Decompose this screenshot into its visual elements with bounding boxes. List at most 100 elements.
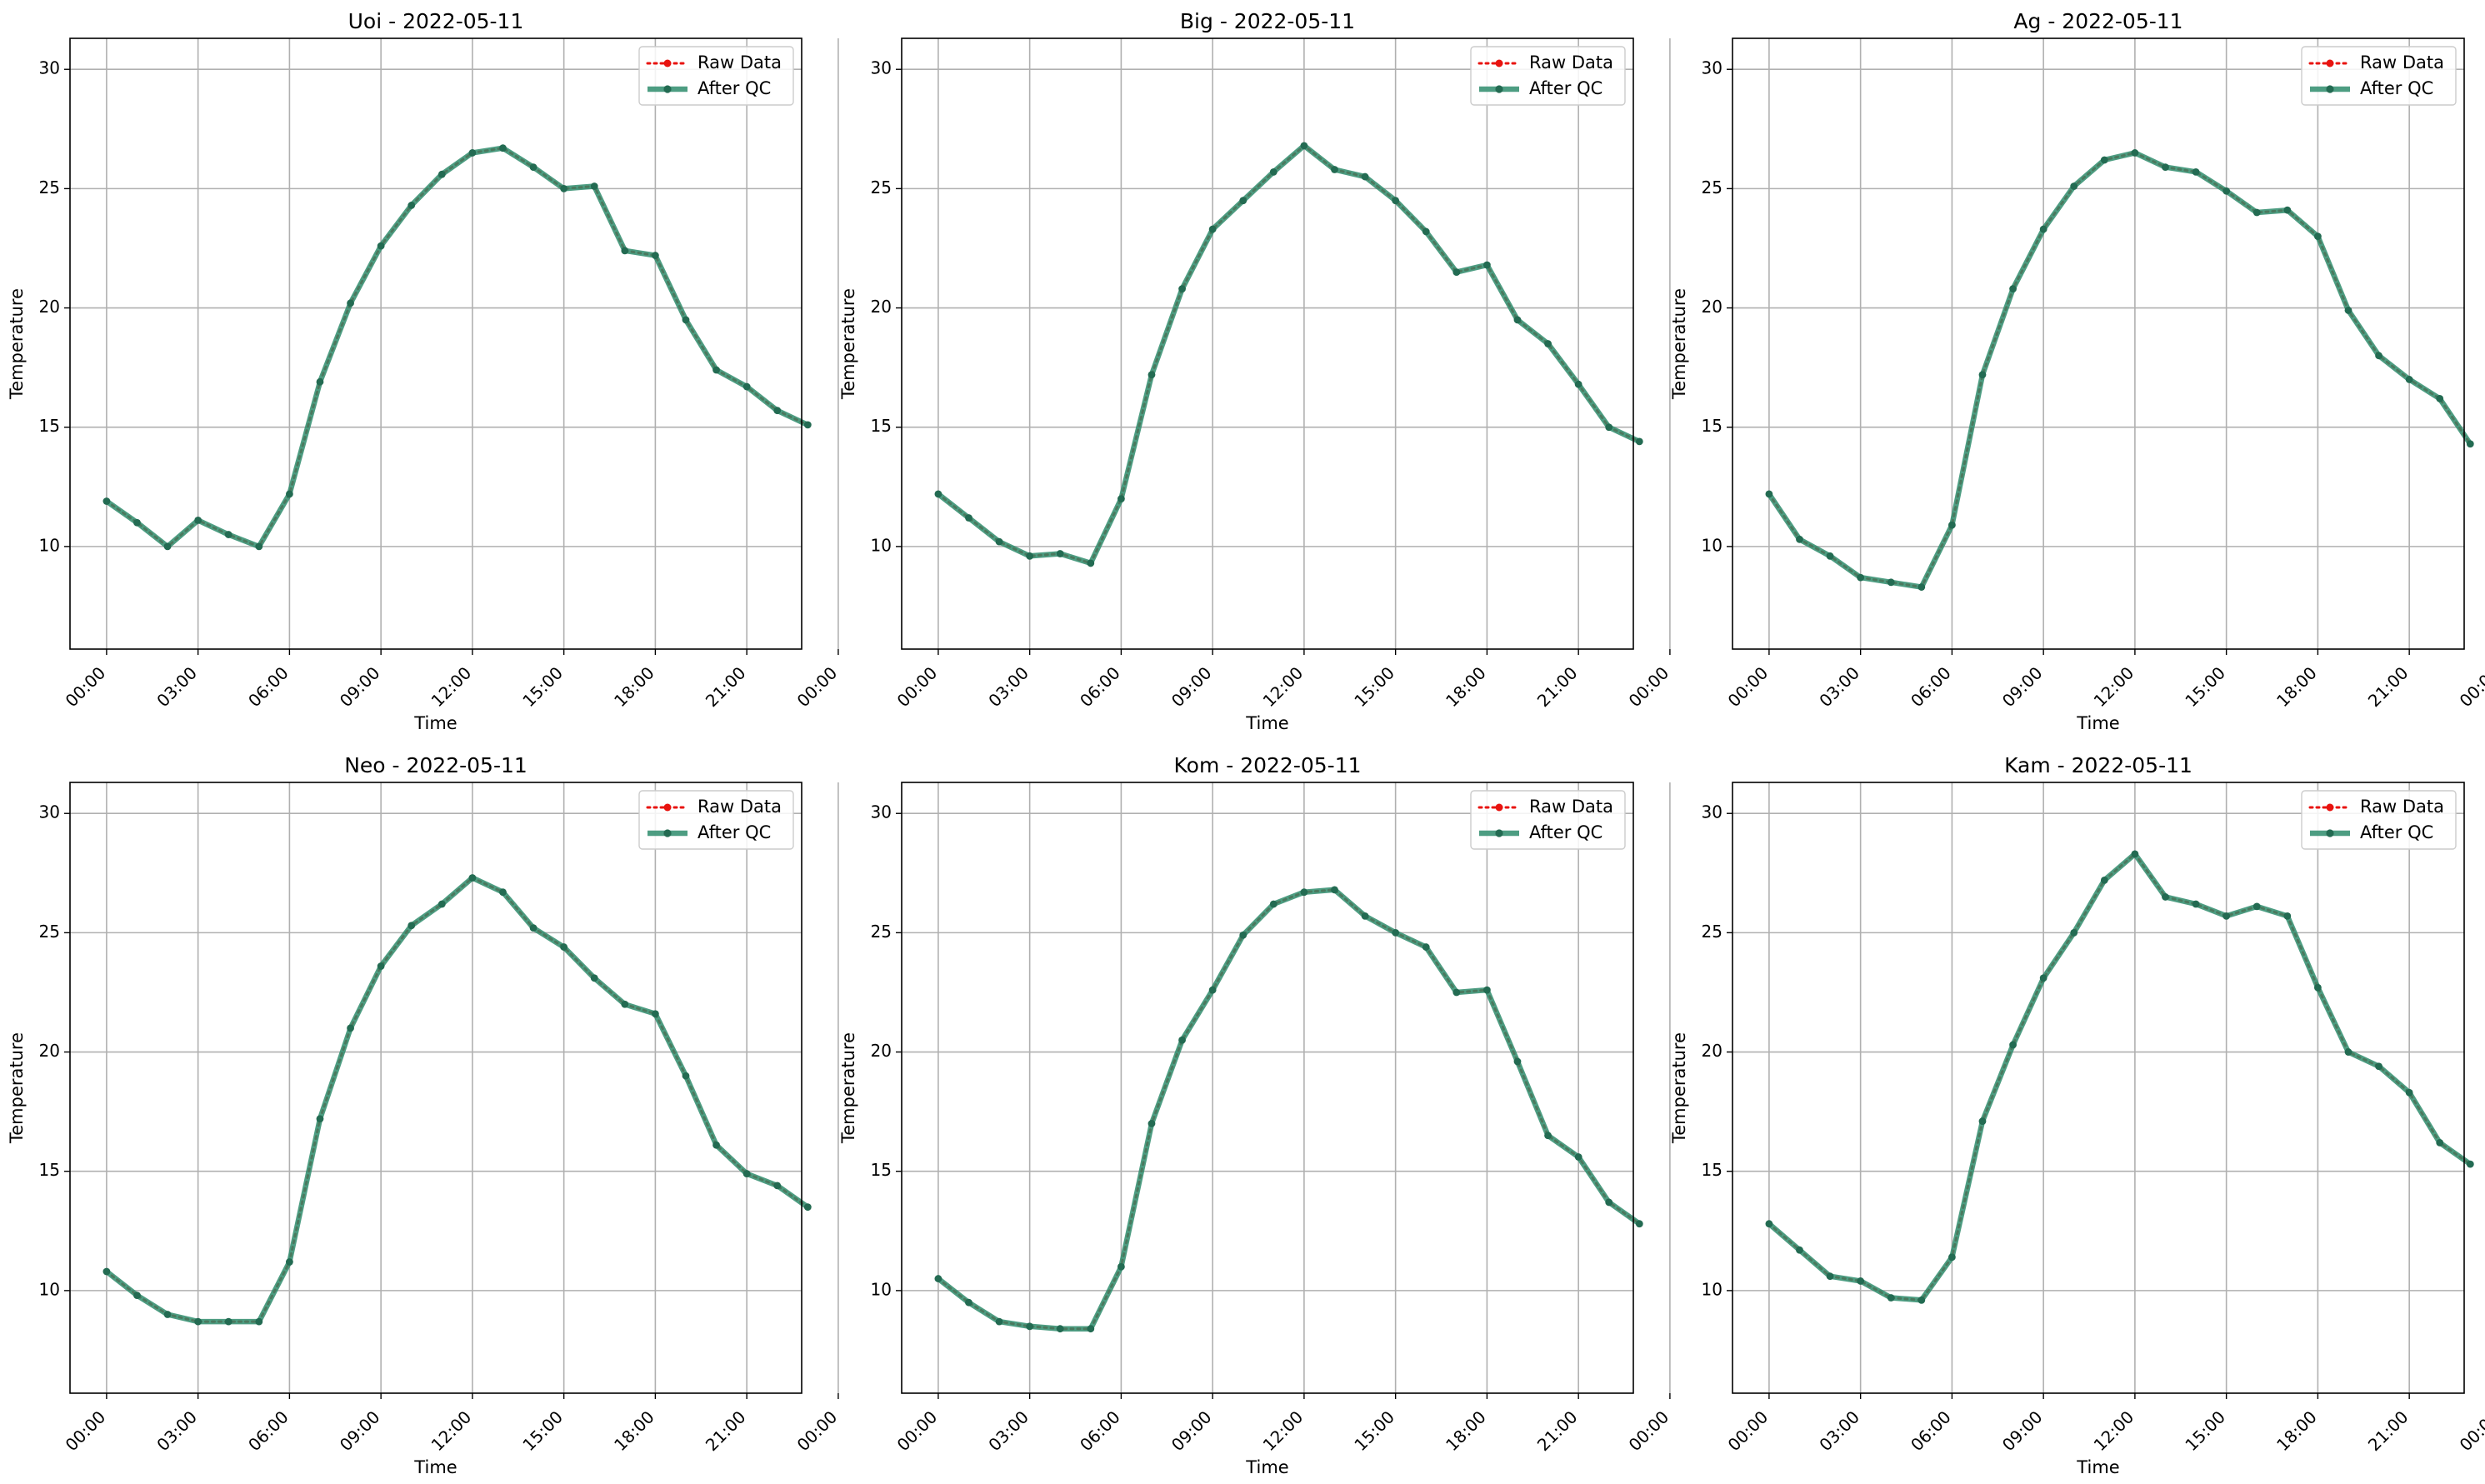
after-qc-point xyxy=(712,366,720,374)
after-qc-point xyxy=(965,514,972,522)
y-tick-label: 15 xyxy=(871,416,892,436)
after-qc-point xyxy=(712,1141,720,1149)
y-axis-label: Temperature xyxy=(838,1032,858,1144)
after-qc-point xyxy=(1857,1277,1865,1285)
after-qc-point xyxy=(1452,268,1461,277)
series-after-qc-line xyxy=(103,145,811,550)
legend-raw-marker xyxy=(2326,59,2334,67)
x-tick-label: 21:00 xyxy=(702,662,750,711)
after-qc-point xyxy=(560,184,568,192)
after-qc-point xyxy=(224,531,232,538)
after-qc-point xyxy=(1544,1132,1552,1140)
after-qc-point xyxy=(1826,1272,1834,1281)
after-qc-point xyxy=(1452,988,1461,997)
after-qc-point xyxy=(1948,521,1956,529)
panel-title: Neo - 2022-05-11 xyxy=(344,753,528,777)
x-tick-label: 12:00 xyxy=(2090,662,2138,711)
x-tick-label: 15:00 xyxy=(1350,1407,1398,1455)
x-tick-label: 21:00 xyxy=(2364,1407,2412,1455)
panel-title: Ag - 2022-05-11 xyxy=(2013,9,2182,33)
after-qc-point xyxy=(438,900,446,908)
x-tick-label: 18:00 xyxy=(1442,1407,1490,1455)
legend: Raw Data After QC xyxy=(1470,46,1626,106)
x-axis-label: Time xyxy=(2076,1457,2119,1477)
y-tick-label: 25 xyxy=(1702,177,1722,197)
y-tick-label: 30 xyxy=(1702,802,1722,822)
y-tick-label: 30 xyxy=(39,58,60,78)
legend-qc-label: After QC xyxy=(2360,822,2433,842)
legend-raw-label: Raw Data xyxy=(1529,52,1613,72)
after-qc-point xyxy=(468,149,477,157)
x-tick-label: 00:00 xyxy=(893,1407,942,1455)
after-qc-point xyxy=(2162,163,2169,172)
after-qc-point xyxy=(1635,437,1643,446)
legend-raw-label: Raw Data xyxy=(2360,797,2444,817)
y-tick-label: 15 xyxy=(1702,416,1722,436)
after-qc-point xyxy=(1392,928,1400,937)
after-qc-point xyxy=(1605,423,1613,432)
x-axis-label: Time xyxy=(2076,713,2119,733)
after-qc-point xyxy=(1422,943,1430,951)
after-qc-point xyxy=(438,170,446,178)
x-tick-label: 03:00 xyxy=(984,662,1032,711)
after-qc-point xyxy=(742,382,751,391)
x-tick-label: 12:00 xyxy=(1259,1407,1308,1455)
panel-2: 00:00 03:00 06:00 09:00 12:00 15:00 18:00 21:00… xyxy=(838,9,1672,733)
after-qc-point xyxy=(2283,206,2292,214)
after-qc-point xyxy=(194,516,202,524)
after-qc-point xyxy=(1148,371,1156,379)
after-qc-point xyxy=(1208,225,1217,233)
x-tick-label: 15:00 xyxy=(1350,662,1398,711)
after-qc-point xyxy=(1026,552,1034,560)
series-after-qc-line xyxy=(935,887,1642,1332)
after-qc-point xyxy=(1796,1246,1803,1254)
y-tick-label: 20 xyxy=(39,297,60,317)
y-tick-label: 30 xyxy=(871,802,892,822)
after-qc-point xyxy=(194,1317,202,1326)
y-tick-label: 10 xyxy=(39,535,60,555)
after-qc-point xyxy=(377,242,385,250)
after-qc-point xyxy=(1513,1057,1522,1066)
y-tick-label: 15 xyxy=(39,416,60,436)
x-tick-label: 09:00 xyxy=(336,662,384,711)
x-axis-label: Time xyxy=(1245,713,1288,733)
x-tick-label: 15:00 xyxy=(2181,662,2229,711)
after-qc-point xyxy=(621,1000,629,1008)
after-qc-point xyxy=(995,1317,1003,1326)
y-tick-label: 25 xyxy=(871,177,892,197)
x-tick-label: 06:00 xyxy=(244,662,292,711)
after-qc-point xyxy=(1887,1294,1895,1302)
legend-qc-label: After QC xyxy=(2360,78,2433,98)
after-qc-point xyxy=(1422,227,1430,236)
after-qc-point xyxy=(773,407,782,415)
after-qc-point xyxy=(1826,552,1834,560)
after-qc-point xyxy=(133,1292,141,1300)
after-qc-point xyxy=(1765,490,1773,498)
x-tick-label: 03:00 xyxy=(152,662,201,711)
legend-qc-marker xyxy=(2326,85,2334,93)
x-tick-label: 06:00 xyxy=(244,1407,292,1455)
after-qc-point xyxy=(2222,912,2231,920)
after-qc-point xyxy=(1887,578,1895,587)
x-tick-label: 00:00 xyxy=(62,662,110,711)
after-qc-point xyxy=(1178,285,1186,293)
after-qc-point xyxy=(163,542,172,551)
x-tick-label: 21:00 xyxy=(702,1407,750,1455)
after-qc-point xyxy=(2039,974,2048,982)
after-qc-point xyxy=(102,497,111,505)
y-tick-label: 30 xyxy=(1702,58,1722,78)
after-qc-point xyxy=(742,1170,751,1177)
after-qc-point xyxy=(1269,900,1278,908)
after-qc-point xyxy=(2314,232,2322,241)
after-qc-point xyxy=(2070,182,2078,190)
y-tick-label: 20 xyxy=(871,1041,892,1061)
after-qc-point xyxy=(2131,149,2139,157)
after-qc-point xyxy=(2100,876,2108,884)
y-axis-label: Temperature xyxy=(7,288,27,400)
x-tick-label: 00:00 xyxy=(2456,662,2485,711)
after-qc-point xyxy=(1857,573,1865,582)
after-qc-point xyxy=(2192,167,2200,176)
panel-1: 00:00 03:00 06:00 09:00 12:00 15:00 18:00 21:00… xyxy=(7,9,841,733)
y-tick-label: 25 xyxy=(39,922,60,942)
